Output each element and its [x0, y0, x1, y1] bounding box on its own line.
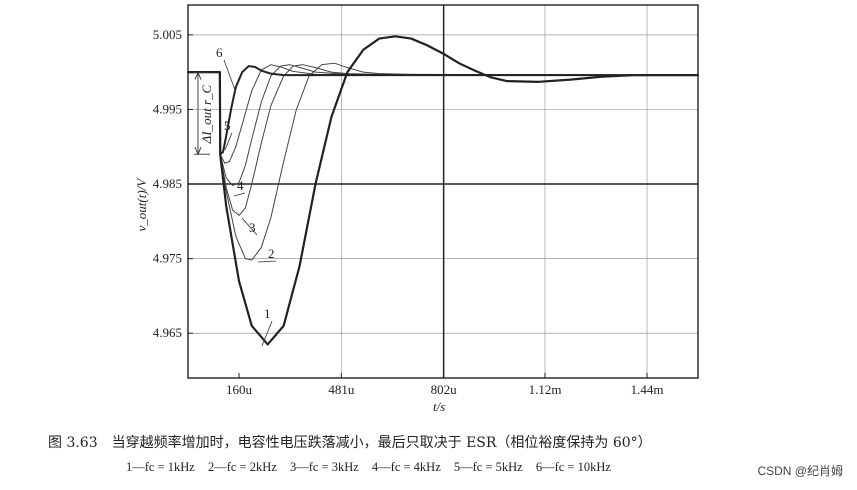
series-line-3: [187, 64, 699, 216]
series-label-leader: [223, 59, 236, 91]
series-label: 5: [224, 118, 231, 133]
annotation-label: ΔI_out r_C: [199, 84, 214, 144]
plot-frame: [187, 4, 699, 379]
y-axis-label: v_out(t)/V: [134, 177, 149, 232]
series-line-4: [187, 64, 699, 187]
series-label-leader: [257, 260, 277, 263]
x-axis-label: t/s: [433, 399, 445, 414]
y-tick-label: 4.975: [153, 251, 182, 266]
legend-entry: 5—fc = 5kHz: [453, 460, 523, 474]
series-label-leader: [241, 217, 258, 236]
legend-entry: 3—fc = 3kHz: [289, 460, 359, 474]
x-tick-label: 1.12m: [529, 382, 562, 397]
x-tick-label: 1.44m: [631, 382, 664, 397]
series-label: 2: [268, 246, 275, 261]
series-label-leader: [233, 192, 246, 197]
legend-entry: 2—fc = 2kHz: [207, 460, 277, 474]
series-lines: [186, 35, 700, 346]
y-tick-label: 5.005: [153, 27, 182, 42]
series-line-2: [187, 62, 699, 261]
delta-annotation: ΔI_out r_C: [194, 71, 214, 156]
series-label-leader: [224, 132, 233, 151]
reference-lines: [188, 5, 698, 378]
y-tick-label: 4.985: [153, 176, 182, 191]
legend-entry: 1—fc = 1kHz: [126, 460, 195, 474]
x-tick-label: 481u: [328, 382, 355, 397]
series-label-leader: [261, 320, 273, 347]
watermark: CSDN @纪肖姆: [757, 464, 843, 478]
legend-entry: 6—fc = 10kHz: [535, 460, 611, 474]
y-tick-label: 4.965: [153, 325, 182, 340]
axis-ticks: 160u 481u 802u 1.12m 1.44m 5.005 4.995 4.985 4.9…: [153, 27, 664, 397]
annotation-arrow-down: [194, 147, 202, 156]
annotation-arrow-up: [194, 71, 202, 80]
series-label: 4: [237, 178, 244, 193]
series-label: 6: [216, 45, 223, 60]
series-line-1: [186, 35, 700, 346]
x-tick-label: 160u: [226, 382, 253, 397]
legend-entry: 4—fc = 4kHz: [371, 460, 441, 474]
y-tick-label: 4.995: [153, 101, 182, 116]
series-label: 1: [264, 306, 271, 321]
series-label: 3: [249, 220, 256, 235]
figure-caption: 图 3.63 当穿越频率增加时，电容性电压跌落减小，最后只取决于 ESR（相位裕…: [48, 435, 652, 451]
legend-line: 1—fc = 1kHz 2—fc = 2kHz 3—fc = 3kHz 4—fc…: [126, 460, 621, 475]
x-tick-label: 802u: [431, 382, 458, 397]
